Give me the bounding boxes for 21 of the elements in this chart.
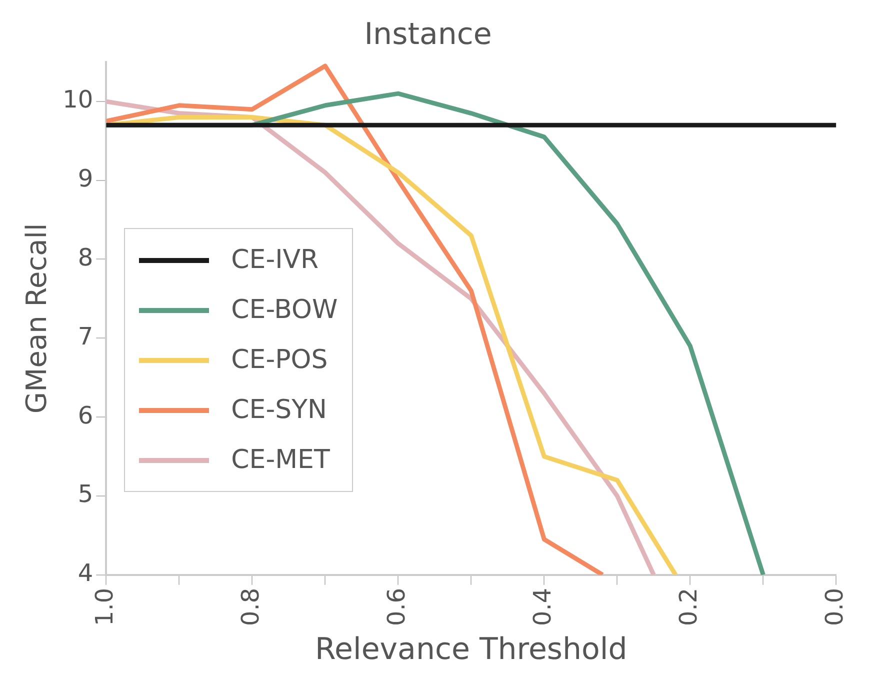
y-tick-label: 6 [78,401,94,430]
y-tick-label: 8 [78,243,94,272]
legend-label: CE-POS [231,345,328,376]
y-axis-title: GMean Recall [20,223,54,414]
x-tick-label: 0.6 [382,588,410,626]
chart-title: Instance [364,16,492,52]
x-tick-label: 0.4 [528,588,556,626]
y-tick-label: 9 [78,164,94,193]
legend-label: CE-BOW [231,295,338,326]
y-tick-label: 5 [78,480,94,508]
legend-label: CE-MET [231,445,330,476]
y-tick-label: 4 [78,559,94,588]
x-tick-label: 1.0 [90,588,118,626]
legend-label: CE-SYN [231,395,327,426]
y-tick-label: 10 [62,86,94,114]
x-axis-title: Relevance Threshold [315,632,628,667]
x-tick-label: 0.2 [674,588,702,626]
y-tick-label: 7 [78,322,94,350]
x-tick-label: 0.0 [820,588,848,626]
legend-label: CE-IVR [231,245,319,276]
x-tick-label: 0.8 [236,588,264,626]
